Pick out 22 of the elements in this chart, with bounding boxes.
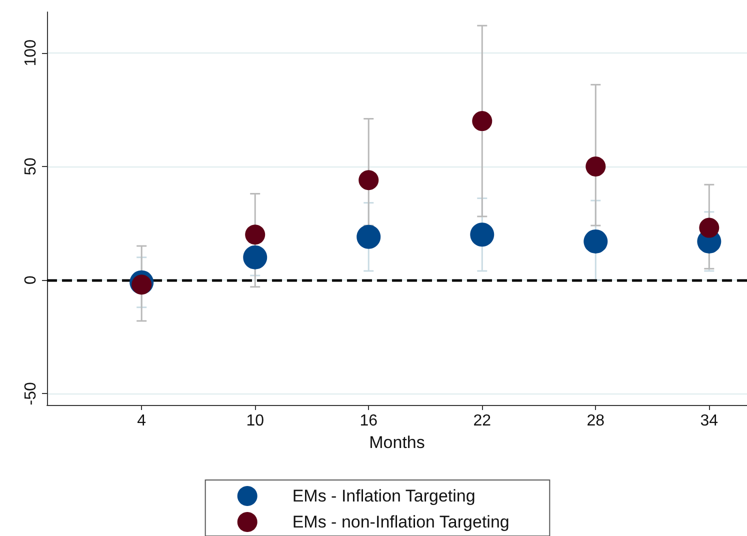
x-axis-title: Months [369, 432, 425, 452]
x-tick-label: 16 [360, 412, 378, 430]
point [243, 245, 268, 270]
y-tick-label: -50 [22, 382, 40, 406]
legend-label: EMs - non-Inflation Targeting [292, 512, 510, 532]
point [584, 229, 608, 254]
y-tick-label: 0 [22, 276, 40, 285]
y-tick-label: 100 [22, 39, 40, 66]
x-tick-label: 28 [586, 412, 605, 430]
point [699, 218, 720, 238]
point [356, 224, 381, 249]
legend-label: EMs - Inflation Targeting [292, 486, 476, 506]
point [358, 170, 379, 190]
point [472, 111, 492, 132]
x-tick-label: 10 [246, 412, 264, 430]
x-tick-label: 34 [700, 412, 718, 430]
x-tick-label: 22 [473, 412, 492, 430]
point [470, 222, 494, 247]
point [586, 156, 606, 176]
point [245, 224, 266, 245]
y-tick-label: 50 [22, 157, 40, 176]
x-tick-label: 4 [137, 412, 146, 430]
